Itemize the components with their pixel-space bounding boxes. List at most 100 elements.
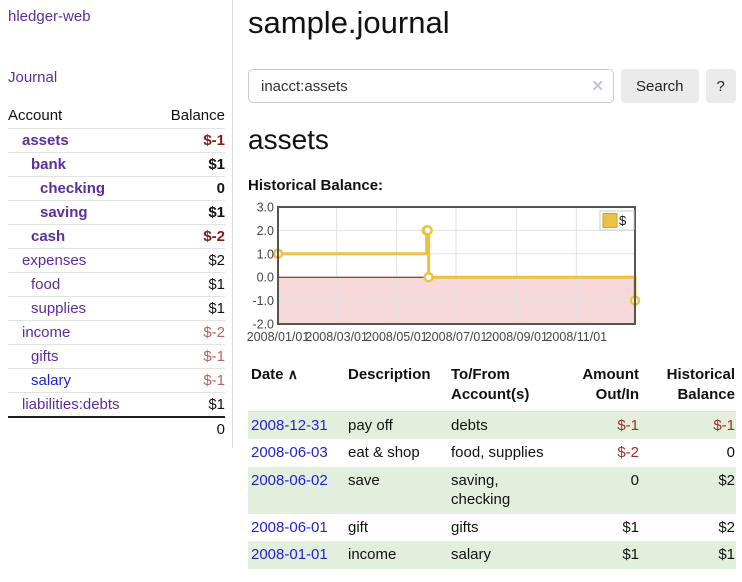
svg-text:3.0: 3.0: [257, 201, 274, 215]
transaction-date-link[interactable]: 2008-06-02: [251, 471, 328, 489]
sidebar: hledger-web Journal Account Balance asse…: [0, 0, 233, 448]
account-link[interactable]: saving: [40, 204, 88, 221]
transaction-row: 2008-06-01 gift gifts $1 $2: [248, 514, 736, 542]
svg-text:1.0: 1.0: [257, 247, 274, 261]
svg-text:0.0: 0.0: [257, 271, 274, 285]
account-balance: $-1: [203, 372, 225, 389]
transaction-date-cell: 2008-12-31: [248, 411, 345, 439]
svg-text:2008/05/01: 2008/05/01: [365, 330, 428, 344]
transaction-balance: $2: [718, 518, 735, 536]
transaction-description: income: [348, 546, 397, 563]
transaction-description: save: [348, 471, 380, 489]
svg-text:2008/01/01: 2008/01/01: [247, 330, 310, 344]
historical-balance-chart: $3.0 2.0 1.0 0.0 -1.0 -2.0 2008/01/01 2008/03/0…: [247, 201, 737, 346]
accounts-header-account: Account: [8, 107, 63, 124]
chart-title: Historical Balance:: [248, 177, 384, 194]
account-balance: $1: [208, 156, 225, 173]
accounts-total-row: 0: [8, 417, 225, 441]
register-table: Date ∧ Description To/From Account(s) Am…: [248, 363, 736, 569]
account-balance: $1: [208, 276, 225, 293]
column-header-amount: Amount Out/In: [582, 366, 639, 404]
journal-link[interactable]: Journal: [8, 69, 58, 86]
transaction-description: gift: [348, 518, 369, 536]
account-balance: $-1: [203, 132, 225, 149]
accounts-total-balance: 0: [216, 421, 225, 438]
transaction-date-link[interactable]: 2008-01-01: [251, 546, 328, 563]
svg-text:$: $: [619, 213, 627, 228]
transaction-accounts: food, supplies: [451, 444, 544, 461]
account-link[interactable]: checking: [40, 180, 106, 197]
search-button[interactable]: Search: [621, 69, 699, 103]
help-button[interactable]: ?: [705, 69, 736, 103]
transaction-balance: $2: [718, 471, 735, 489]
accounts-header-balance: Balance: [170, 107, 225, 124]
account-row: cash $-2: [8, 224, 225, 249]
column-header-balance: Historical Balance: [666, 366, 735, 404]
account-balance: $2: [208, 252, 225, 269]
account-balance: $-1: [203, 348, 225, 365]
transaction-row: 2008-06-03 eat & shop food, supplies $-2 0: [248, 439, 736, 467]
transaction-row: 2008-01-01 income salary $1 $1: [248, 541, 736, 569]
accounts-header-row: Account Balance: [8, 104, 225, 129]
account-balance: $-2: [203, 228, 225, 245]
transaction-amount: 0: [630, 471, 639, 489]
transaction-amount: $1: [622, 546, 639, 563]
transaction-description: eat & shop: [348, 444, 420, 461]
account-row: checking 0: [8, 176, 225, 201]
transaction-accounts: debts: [451, 416, 488, 434]
transaction-date-link[interactable]: 2008-06-03: [251, 444, 328, 461]
transaction-amount: $-2: [617, 444, 639, 461]
account-link[interactable]: assets: [22, 132, 69, 149]
svg-text:2008/11/01: 2008/11/01: [545, 330, 607, 344]
account-balance: $1: [208, 396, 225, 413]
account-link[interactable]: liabilities:debts: [22, 396, 120, 413]
transaction-row: 2008-06-02 save saving, checking 0 $2: [248, 466, 736, 514]
account-row: supplies $1: [8, 296, 225, 321]
transaction-accounts: gifts: [451, 518, 479, 536]
svg-text:-1.0: -1.0: [252, 294, 274, 308]
account-row: saving $1: [8, 200, 225, 225]
transaction-accounts: salary: [451, 546, 492, 563]
transaction-date-link[interactable]: 2008-12-31: [251, 416, 328, 434]
transaction-date-link[interactable]: 2008-06-01: [251, 518, 328, 536]
transaction-date-cell: 2008-06-01: [248, 514, 345, 542]
account-link[interactable]: salary: [31, 372, 72, 389]
account-balance: 0: [216, 180, 225, 197]
account-link[interactable]: expenses: [22, 252, 87, 269]
account-link[interactable]: supplies: [31, 300, 87, 317]
account-row: income $-2: [8, 320, 225, 345]
account-link[interactable]: gifts: [31, 348, 59, 365]
register-header-row: Date ∧ Description To/From Account(s) Am…: [248, 363, 736, 411]
account-row: salary $-1: [8, 368, 225, 393]
app-title-link[interactable]: hledger-web: [8, 8, 91, 25]
search-box: ✕: [248, 69, 614, 103]
account-link[interactable]: income: [22, 324, 71, 341]
clear-search-icon[interactable]: ✕: [591, 78, 604, 95]
page-title: sample.journal: [248, 5, 450, 40]
transaction-amount: $-1: [617, 416, 639, 434]
chart-legend: $: [599, 210, 635, 231]
column-header-date[interactable]: Date ∧: [251, 366, 298, 383]
transaction-balance: $-1: [713, 416, 735, 434]
accounts-table: Account Balance assets $-1 bank $1 checking 0…: [8, 104, 225, 441]
account-row: assets $-1: [8, 128, 225, 153]
transaction-description: pay off: [348, 416, 393, 434]
chart-canvas: $3.0 2.0 1.0 0.0 -1.0 -2.02008/01/012008/03/0…: [247, 201, 641, 344]
svg-text:2.0: 2.0: [257, 224, 274, 238]
account-balance: $-2: [203, 324, 225, 341]
svg-text:-2.0: -2.0: [252, 318, 274, 332]
account-row: food $1: [8, 272, 225, 297]
transaction-row: 2008-12-31 pay off debts $-1 $-1: [248, 411, 736, 439]
transaction-balance: 0: [726, 444, 735, 461]
account-balance: $1: [208, 300, 225, 317]
sort-ascending-icon: ∧: [287, 366, 298, 382]
account-balance: $1: [208, 204, 225, 221]
transaction-amount: $1: [622, 518, 639, 536]
svg-text:2008/03/01: 2008/03/01: [305, 330, 368, 344]
search-input[interactable]: [248, 69, 614, 103]
svg-text:2008/07/01: 2008/07/01: [425, 330, 488, 344]
account-link[interactable]: cash: [31, 228, 66, 245]
transaction-accounts: saving, checking: [451, 471, 511, 509]
account-link[interactable]: bank: [31, 156, 67, 173]
account-link[interactable]: food: [31, 276, 61, 293]
